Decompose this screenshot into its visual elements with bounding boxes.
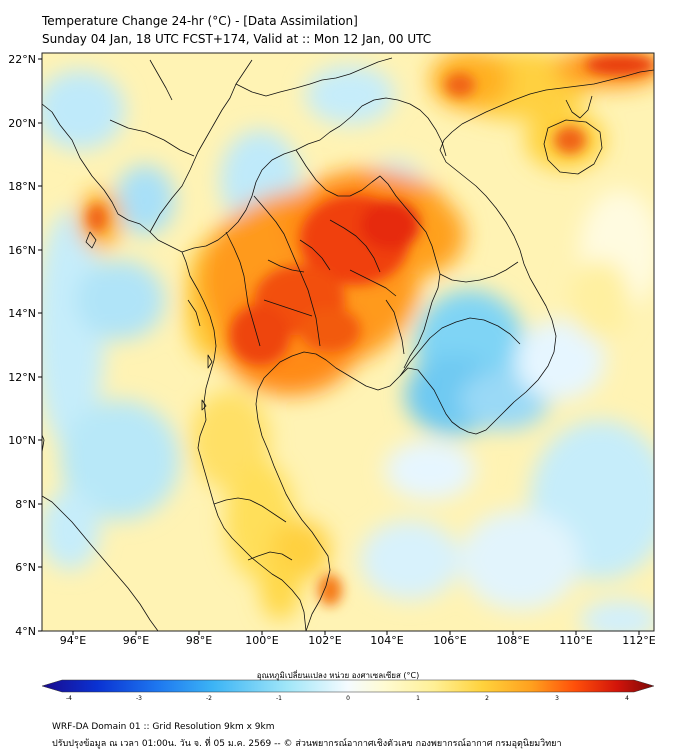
- lon-tick-label: 104°E: [370, 634, 403, 647]
- colorbar-tick-label: 0: [346, 695, 350, 700]
- lat-tick-12: 12°N: [8, 371, 42, 384]
- lon-tick-110: 110°E: [559, 631, 593, 647]
- lat-tick-label: 8°N: [15, 498, 36, 511]
- temperature-field: [42, 53, 654, 631]
- lat-tick-label: 12°N: [8, 371, 36, 384]
- lat-tick-10: 10°N: [8, 434, 42, 447]
- lon-tick-112: 112°E: [622, 631, 656, 647]
- lon-tick-100: 100°E: [245, 631, 279, 647]
- lon-tick-108: 108°E: [496, 631, 530, 647]
- colorbar-tick-label: -4: [66, 695, 72, 700]
- colorbar: -4 -3 -2 -1 0 1 2 3 4: [41, 679, 655, 700]
- lon-tick-label: 100°E: [245, 634, 278, 647]
- map-panel: 94°E 96°E 98°E 100°E 102°E 104°E 106°E 1…: [8, 52, 656, 700]
- lat-tick-label: 16°N: [8, 244, 36, 257]
- lon-tick-label: 110°E: [559, 634, 592, 647]
- lon-tick-label: 94°E: [60, 634, 86, 647]
- map-subtitle: Sunday 04 Jan, 18 UTC FCST+174, Valid at…: [42, 32, 432, 46]
- lon-tick-102: 102°E: [308, 631, 342, 647]
- lon-tick-label: 102°E: [308, 634, 341, 647]
- lat-tick-14: 14°N: [8, 307, 42, 320]
- colorbar-tick-label: 2: [485, 695, 489, 700]
- colorbar-tick-label: 4: [625, 695, 629, 700]
- colorbar-tick-label: 3: [555, 695, 559, 700]
- lon-tick-104: 104°E: [370, 631, 404, 647]
- lat-tick-label: 20°N: [8, 117, 36, 130]
- colorbar-ticks: -4 -3 -2 -1 0 1 2 3 4: [66, 695, 629, 700]
- colorbar-tick-label: -2: [206, 695, 212, 700]
- lat-tick-8: 8°N: [15, 498, 42, 511]
- lon-tick-label: 112°E: [622, 634, 655, 647]
- lon-tick-94: 94°E: [60, 631, 86, 647]
- lon-tick-98: 98°E: [186, 631, 212, 647]
- lat-tick-label: 22°N: [8, 53, 36, 66]
- colorbar-tick-label: -3: [136, 695, 142, 700]
- lat-tick-4: 4°N: [15, 625, 42, 638]
- lon-tick-label: 96°E: [123, 634, 149, 647]
- lat-tick-label: 4°N: [15, 625, 36, 638]
- map-title: Temperature Change 24-hr (°C) - [Data As…: [42, 14, 358, 28]
- footer-credit: ปรับปรุงข้อมูล ณ เวลา 01:00น. วัน จ. ที่…: [52, 739, 562, 749]
- colorbar-bar: [41, 679, 655, 693]
- lon-tick-96: 96°E: [123, 631, 149, 647]
- lon-tick-106: 106°E: [433, 631, 467, 647]
- lat-tick-20: 20°N: [8, 117, 42, 130]
- lat-tick-22: 22°N: [8, 53, 42, 66]
- footer-model-info: WRF-DA Domain 01 :: Grid Resolution 9km …: [52, 722, 275, 732]
- lat-tick-label: 10°N: [8, 434, 36, 447]
- latitude-axis: 22°N 20°N 18°N 16°N 14°N 12°N 10°N 8°N 6…: [8, 53, 42, 638]
- coastlines-and-borders: [42, 57, 654, 631]
- lat-tick-6: 6°N: [15, 561, 42, 574]
- longitude-axis: 94°E 96°E 98°E 100°E 102°E 104°E 106°E 1…: [60, 631, 656, 647]
- lat-tick-label: 14°N: [8, 307, 36, 320]
- colorbar-tick-label: -1: [276, 695, 282, 700]
- lon-tick-label: 106°E: [433, 634, 466, 647]
- plot-frame: [41, 52, 655, 632]
- lat-tick-label: 18°N: [8, 180, 36, 193]
- lat-tick-label: 6°N: [15, 561, 36, 574]
- lon-tick-label: 98°E: [186, 634, 212, 647]
- colorbar-tick-label: 1: [416, 695, 420, 700]
- lat-tick-16: 16°N: [8, 244, 42, 257]
- colorbar-title: อุณหภูมิเปลี่ยนแปลง หน่วย องศาเซลเซียส (…: [256, 671, 420, 680]
- lon-tick-label: 108°E: [496, 634, 529, 647]
- lat-tick-18: 18°N: [8, 180, 42, 193]
